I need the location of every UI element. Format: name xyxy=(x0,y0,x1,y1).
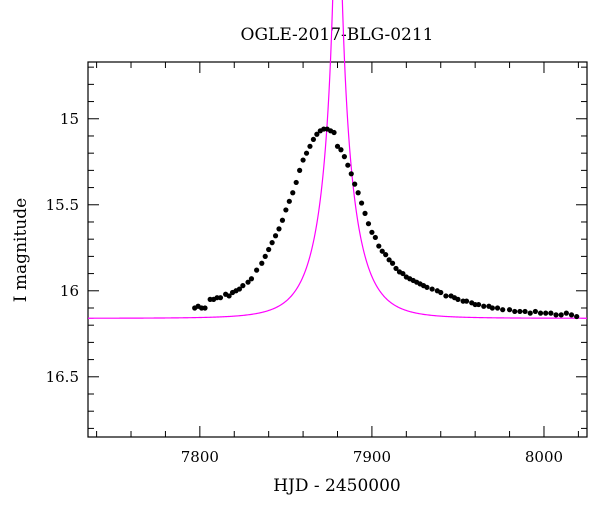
data-point xyxy=(522,308,528,315)
y-tick-label: 16.5 xyxy=(46,368,79,386)
data-point xyxy=(429,286,435,292)
data-point xyxy=(400,270,406,277)
data-point xyxy=(341,154,347,160)
y-tick-label: 16 xyxy=(60,282,79,300)
data-point xyxy=(500,307,506,313)
data-point xyxy=(338,147,344,153)
data-point xyxy=(463,298,470,304)
data-point xyxy=(245,279,251,285)
data-point xyxy=(314,131,320,137)
y-tick-label: 15.5 xyxy=(46,196,79,214)
data-point xyxy=(553,312,559,318)
data-point xyxy=(331,129,337,136)
data-point xyxy=(537,310,544,316)
data-point xyxy=(303,150,310,156)
data-point xyxy=(532,308,538,315)
chart-title: OGLE-2017-BLG-0211 xyxy=(241,25,434,45)
model-curve xyxy=(88,0,587,319)
data-point xyxy=(568,312,575,318)
data-point xyxy=(286,198,292,204)
data-point xyxy=(334,143,341,149)
x-tick-label: 8000 xyxy=(525,448,563,466)
data-point xyxy=(307,143,313,149)
y-axis-title: I magnitude xyxy=(11,198,31,302)
plot-area: 7800 7900 8000 15 15.5 16 16.5 xyxy=(46,0,588,466)
data-point xyxy=(369,229,375,235)
data-point xyxy=(276,226,282,232)
x-tick-label: 7900 xyxy=(353,448,391,466)
data-point xyxy=(548,310,554,316)
data-point xyxy=(236,286,243,292)
data-point xyxy=(297,167,303,173)
data-point xyxy=(290,190,296,196)
data-point xyxy=(226,293,232,299)
data-point xyxy=(358,200,365,206)
y-tick-label: 15 xyxy=(60,110,79,128)
data-point xyxy=(310,136,317,143)
data-point xyxy=(389,260,396,266)
data-point xyxy=(279,217,286,223)
data-point xyxy=(262,253,268,259)
data-point xyxy=(475,301,482,308)
data-point xyxy=(455,296,461,302)
data-point xyxy=(283,207,289,213)
data-point xyxy=(293,179,299,186)
data-point xyxy=(254,267,260,273)
data-point xyxy=(481,303,487,309)
data-point xyxy=(240,283,246,289)
data-point xyxy=(376,243,382,249)
data-point xyxy=(393,265,399,272)
data-point xyxy=(494,305,501,311)
data-point xyxy=(527,310,533,316)
data-point xyxy=(574,313,580,320)
data-point xyxy=(266,246,272,253)
data-point xyxy=(558,312,564,318)
data-point xyxy=(372,234,378,241)
data-point xyxy=(512,308,518,315)
data-point xyxy=(217,295,224,301)
data-point xyxy=(424,284,430,290)
data-point xyxy=(379,248,385,254)
x-tick-label: 7800 xyxy=(181,448,219,466)
data-point xyxy=(248,276,255,282)
data-point xyxy=(259,260,265,266)
plot-frame xyxy=(87,61,588,438)
data-point xyxy=(438,289,444,296)
data-point xyxy=(345,162,351,168)
data-point xyxy=(202,305,208,311)
data-point xyxy=(269,240,275,246)
data-point xyxy=(563,310,569,316)
data-point xyxy=(443,293,449,299)
data-point xyxy=(543,310,549,316)
data-point xyxy=(489,305,495,311)
data-point xyxy=(517,308,523,315)
data-point xyxy=(348,171,354,177)
x-axis-title: HJD - 2450000 xyxy=(273,476,401,496)
data-point xyxy=(300,157,306,163)
data-point xyxy=(506,307,513,313)
data-point xyxy=(365,221,372,227)
data-point xyxy=(355,190,361,196)
data-point xyxy=(352,181,358,187)
data-point xyxy=(386,257,392,263)
data-point xyxy=(362,210,368,216)
data-point xyxy=(272,233,279,239)
data-point xyxy=(383,252,389,258)
